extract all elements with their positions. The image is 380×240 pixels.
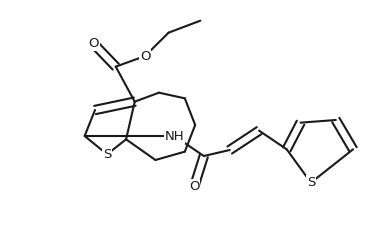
Text: NH: NH: [165, 130, 184, 143]
Text: O: O: [189, 180, 200, 193]
Text: O: O: [88, 37, 98, 50]
Text: S: S: [103, 148, 111, 161]
Text: O: O: [140, 49, 150, 62]
Text: S: S: [307, 176, 315, 189]
